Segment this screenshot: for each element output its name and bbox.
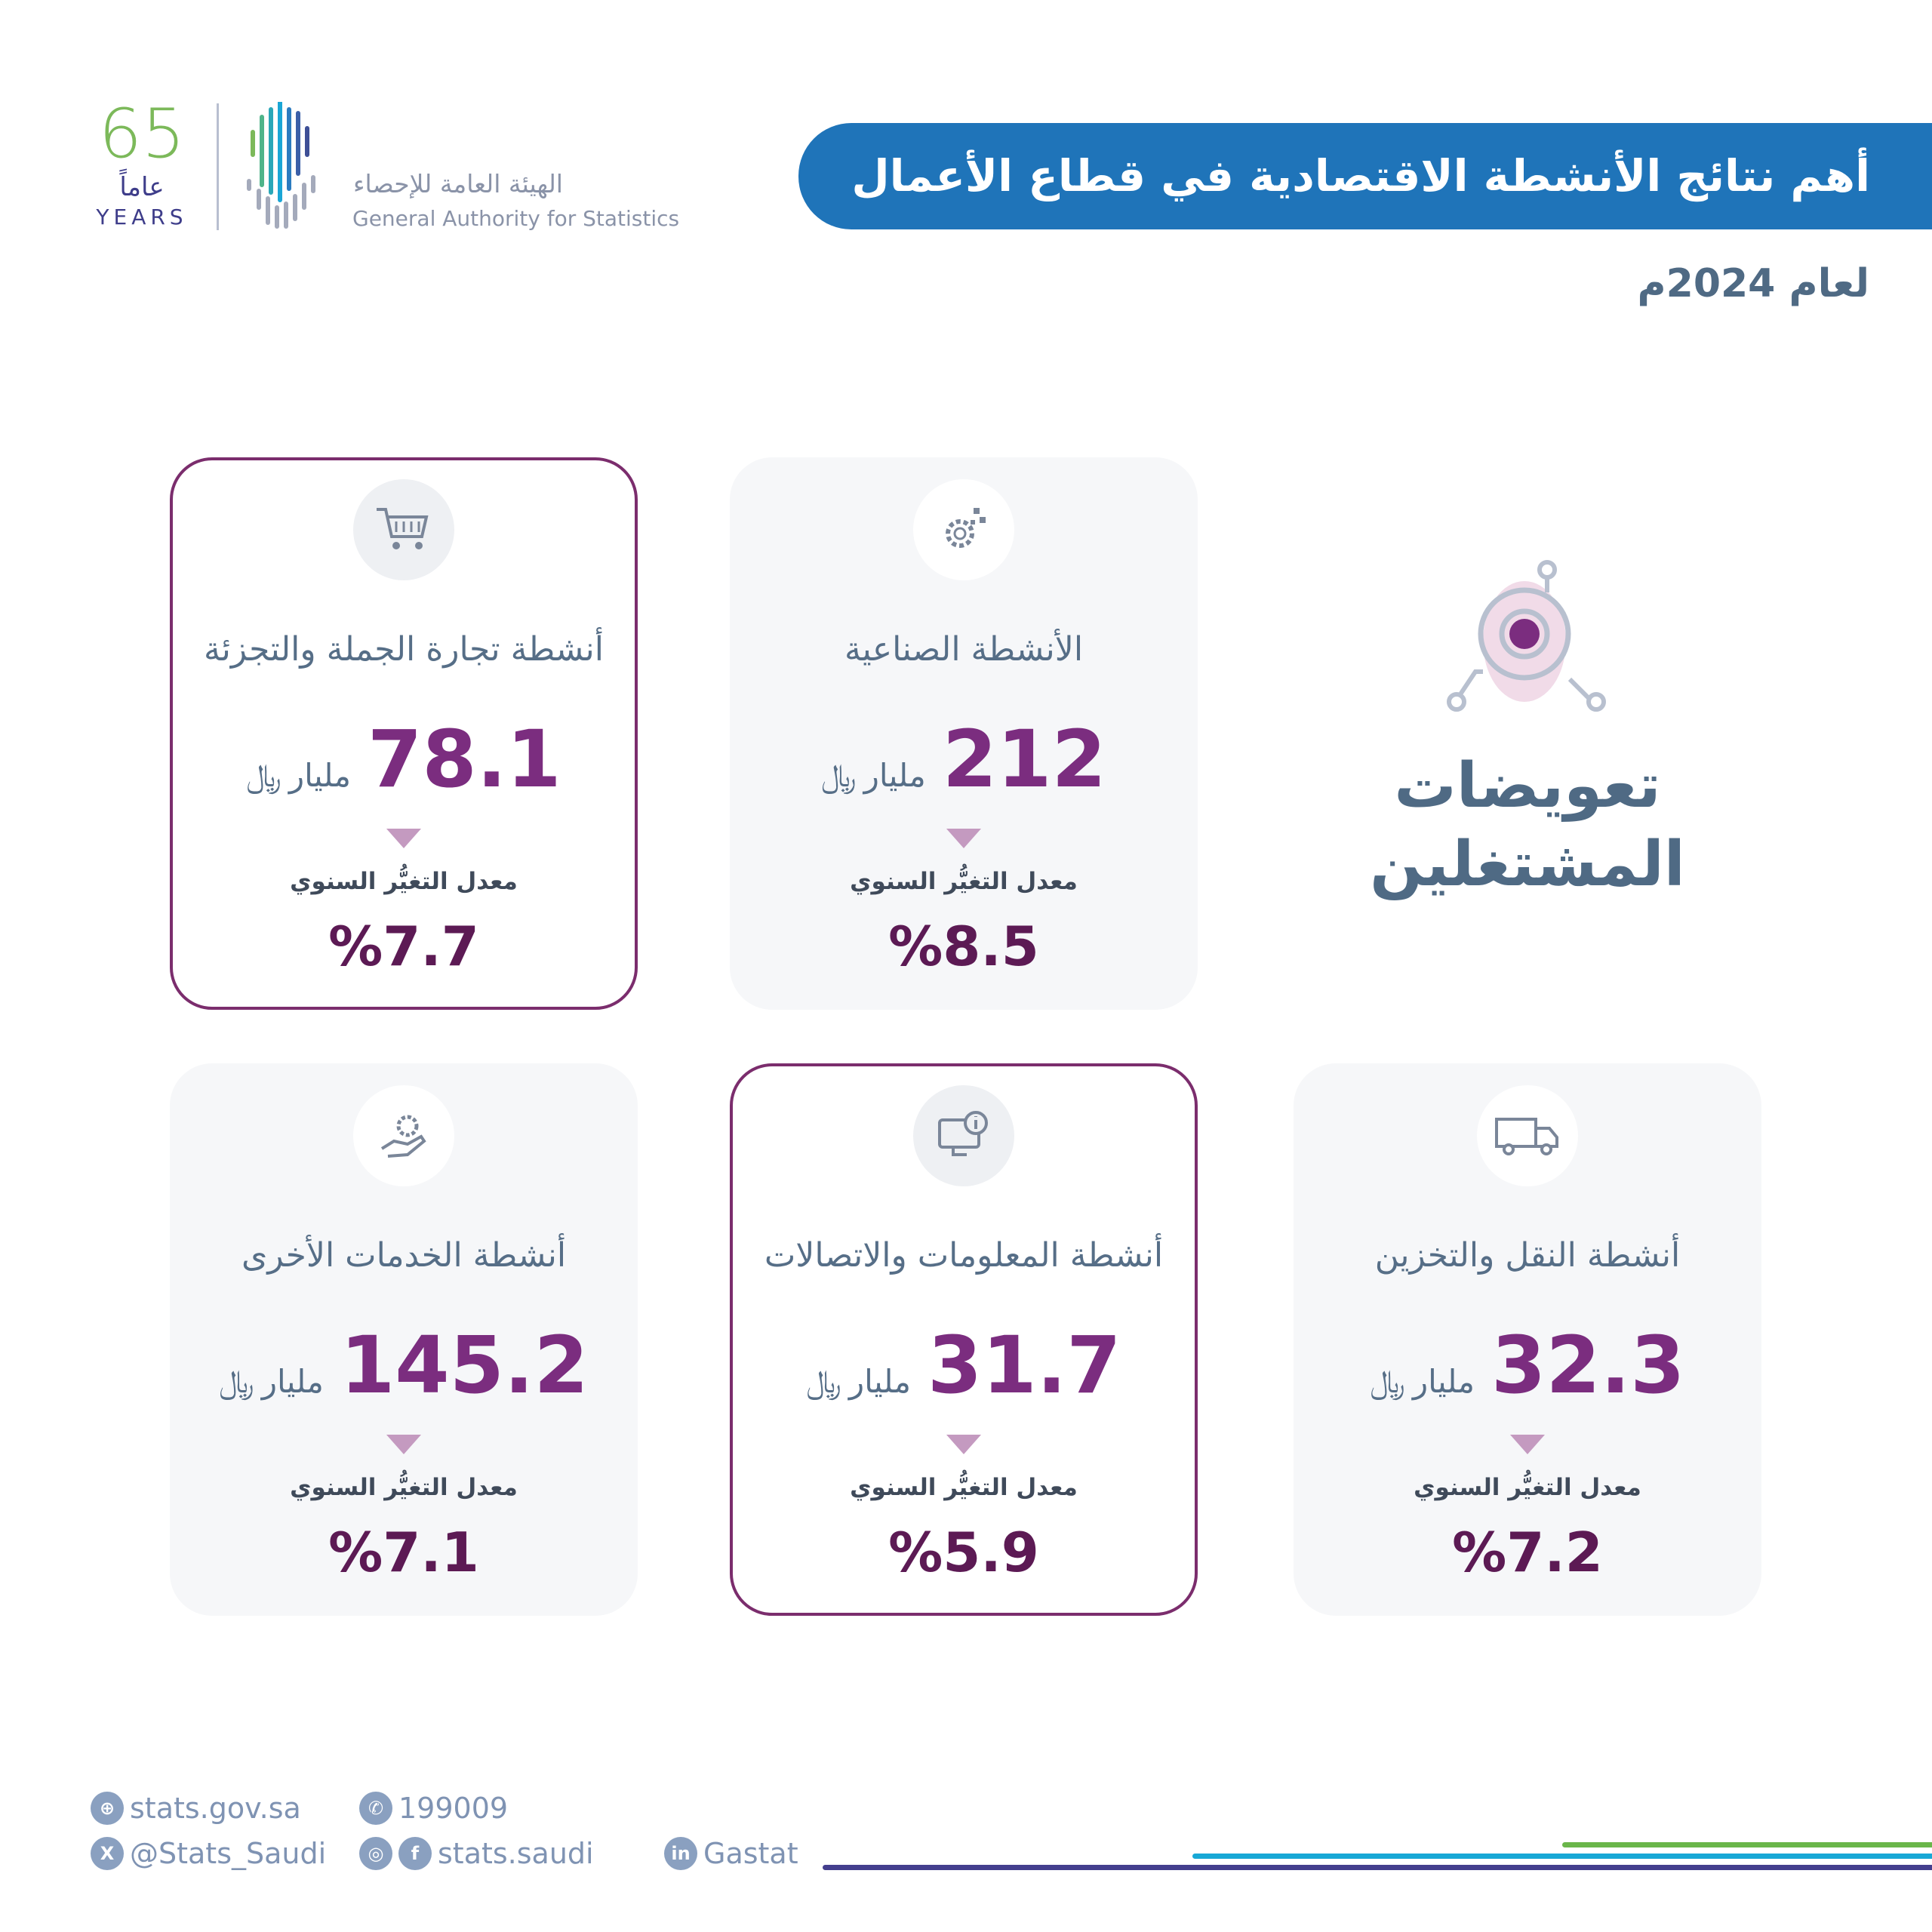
- value-unit: مليار ﷼: [806, 1363, 911, 1401]
- rate-label: معدل التغيُّر السنوي: [850, 868, 1078, 895]
- triangle-down-icon: [386, 829, 421, 848]
- subtitle-year: لعام 2024م: [1637, 261, 1869, 306]
- card-label: الأنشطة الصناعية: [844, 630, 1084, 669]
- phone-text[interactable]: 199009: [398, 1792, 509, 1825]
- card-value: 31.7 مليار ﷼: [733, 1320, 1195, 1414]
- twitter-text[interactable]: @Stats_Saudi: [130, 1837, 327, 1870]
- title-banner: أهم نتائج الأنشطة الاقتصادية في قطاع الأ…: [798, 123, 1932, 229]
- instagram-icon: ◎: [359, 1837, 392, 1870]
- riyal-icon: ﷼: [821, 756, 857, 794]
- org-name-ar: الهيئة العامة للإحصاء: [353, 169, 563, 198]
- unit-label: مليار: [1412, 1363, 1475, 1400]
- annual-change: %7.7: [328, 915, 479, 978]
- triangle-down-icon: [386, 1435, 421, 1454]
- annual-change: %5.9: [888, 1521, 1039, 1584]
- riyal-icon: ﷼: [806, 1362, 841, 1400]
- decor-line-cyan: [1192, 1854, 1932, 1859]
- annual-change: %7.1: [328, 1521, 479, 1584]
- unit-label: مليار: [863, 757, 926, 794]
- annual-change: %7.2: [1452, 1521, 1603, 1584]
- feature-title-line1: تعويضات: [1394, 750, 1661, 822]
- footer-twitter[interactable]: X @Stats_Saudi: [91, 1835, 326, 1872]
- logo-65-years: 65 عاماً YEARS: [89, 98, 195, 231]
- footer-phone[interactable]: ✆ 199009: [359, 1790, 508, 1826]
- org-name-en: General Authority for Statistics: [352, 206, 680, 231]
- footer-website[interactable]: ⊕ stats.gov.sa: [91, 1790, 301, 1826]
- value-unit: مليار ﷼: [246, 757, 351, 795]
- shopping-cart-icon: [353, 479, 454, 580]
- riyal-icon: ﷼: [1370, 1362, 1405, 1400]
- x-icon: X: [91, 1837, 124, 1870]
- value-number: 78.1: [368, 713, 561, 805]
- card-label: أنشطة الخدمات الأخرى: [241, 1236, 567, 1275]
- gastat-logo-mark: [247, 102, 315, 229]
- employee-compensation-icon: [1447, 560, 1606, 712]
- decor-line-indigo: [823, 1865, 1932, 1870]
- logo-65-number: 65: [98, 94, 186, 174]
- value-number: 145.2: [340, 1319, 589, 1411]
- unit-label: مليار: [261, 1363, 324, 1400]
- card-information-communication: أنشطة المعلومات والاتصالات 31.7 مليار ﷼ مع…: [730, 1063, 1198, 1616]
- rate-label: معدل التغيُّر السنوي: [850, 1474, 1078, 1501]
- website-text[interactable]: stats.gov.sa: [130, 1792, 301, 1825]
- value-number: 31.7: [928, 1319, 1121, 1411]
- globe-icon: ⊕: [91, 1792, 124, 1825]
- value-unit: مليار ﷼: [1370, 1363, 1475, 1401]
- card-other-services: أنشطة الخدمات الأخرى 145.2 مليار ﷼ معدل ال…: [170, 1063, 638, 1616]
- unit-label: مليار: [848, 1363, 912, 1400]
- feature-title: تعويضات المشتغلين: [1294, 747, 1761, 904]
- annual-change: %8.5: [888, 915, 1039, 978]
- card-industrial: الأنشطة الصناعية 212 مليار ﷼ معدل التغيُّر…: [730, 457, 1198, 1010]
- logo-divider: [217, 103, 219, 230]
- footer-social[interactable]: ◎ f stats.saudi: [359, 1835, 594, 1872]
- riyal-icon: ﷼: [219, 1362, 254, 1400]
- riyal-icon: ﷼: [246, 756, 281, 794]
- value-number: 212: [942, 713, 1106, 805]
- computer-info-icon: [913, 1085, 1014, 1186]
- social-text[interactable]: stats.saudi: [438, 1837, 594, 1870]
- card-label: أنشطة النقل والتخزين: [1374, 1236, 1681, 1275]
- gears-icon: [913, 479, 1014, 580]
- card-value: 78.1 مليار ﷼: [173, 714, 635, 808]
- rate-label: معدل التغيُّر السنوي: [290, 868, 518, 895]
- footer-linkedin[interactable]: in Gastat: [664, 1835, 798, 1872]
- phone-icon: ✆: [359, 1792, 392, 1825]
- triangle-down-icon: [1510, 1435, 1545, 1454]
- linkedin-text[interactable]: Gastat: [703, 1837, 798, 1870]
- value-number: 32.3: [1491, 1319, 1685, 1411]
- triangle-down-icon: [946, 829, 981, 848]
- truck-icon: [1477, 1085, 1578, 1186]
- logo-years-ar: عاماً: [119, 172, 165, 202]
- decor-line-green: [1562, 1842, 1932, 1847]
- facebook-icon: f: [398, 1837, 432, 1870]
- logo-years-en: YEARS: [96, 205, 188, 229]
- value-unit: مليار ﷼: [821, 757, 926, 795]
- card-label: أنشطة تجارة الجملة والتجزئة: [203, 630, 605, 669]
- card-value: 145.2 مليار ﷼: [170, 1320, 638, 1414]
- rate-label: معدل التغيُّر السنوي: [1414, 1474, 1641, 1501]
- triangle-down-icon: [946, 1435, 981, 1454]
- rate-label: معدل التغيُّر السنوي: [290, 1474, 518, 1501]
- feature-title-line2: المشتغلين: [1370, 829, 1685, 900]
- card-transport-storage: أنشطة النقل والتخزين 32.3 مليار ﷼ معدل الت…: [1294, 1063, 1761, 1616]
- card-value: 32.3 مليار ﷼: [1294, 1320, 1761, 1414]
- value-unit: مليار ﷼: [219, 1363, 324, 1401]
- card-value: 212 مليار ﷼: [730, 714, 1198, 808]
- hand-gear-icon: [353, 1085, 454, 1186]
- card-wholesale-retail: أنشطة تجارة الجملة والتجزئة 78.1 مليار ﷼ م…: [170, 457, 638, 1010]
- unit-label: مليار: [288, 757, 352, 794]
- linkedin-icon: in: [664, 1837, 697, 1870]
- card-label: أنشطة المعلومات والاتصالات: [764, 1236, 1164, 1275]
